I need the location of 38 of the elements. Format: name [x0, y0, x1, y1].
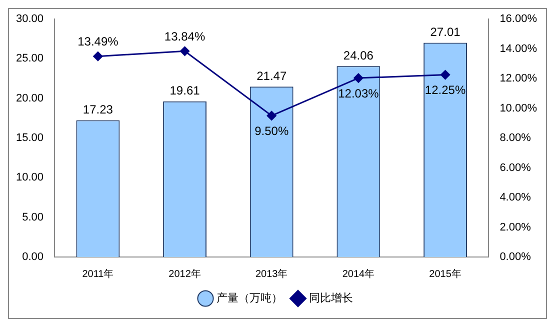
- x-tick-label: 2012年: [168, 268, 201, 280]
- data-label: 17.23: [82, 102, 114, 117]
- y-tick-label: 0.00: [22, 251, 44, 264]
- x-tick-label: 2014年: [342, 268, 375, 280]
- y-tick-label: 10.00: [16, 172, 44, 184]
- y-tick-label: 20.00: [16, 92, 44, 104]
- data-label: 19.61: [170, 84, 200, 98]
- y2-tick-label: 16.00%: [500, 13, 538, 26]
- y-tick-label: 30.00: [16, 13, 44, 26]
- x-tick-label: 2015年: [429, 268, 462, 280]
- data-label: 13.49%: [78, 34, 119, 49]
- legend-label: 同比增长: [309, 292, 353, 305]
- data-label: 27.01: [430, 25, 461, 40]
- y2-tick-label: 12.00%: [500, 72, 538, 85]
- y-tick-label: 25.00: [16, 52, 44, 65]
- data-label: 13.84%: [164, 29, 206, 44]
- y2-tick-label: 0.00%: [500, 251, 532, 264]
- point: [440, 70, 450, 80]
- point: [180, 46, 190, 56]
- y-tick-label: 15.00: [16, 132, 44, 144]
- y2-tick-label: 4.00%: [500, 192, 532, 204]
- data-label: 12.25%: [424, 83, 466, 98]
- point: [93, 52, 103, 62]
- y2-tick-label: 10.00%: [500, 102, 538, 114]
- y2-tick-label: 14.00%: [500, 42, 538, 55]
- x-tick-label: 2011年: [82, 268, 114, 280]
- point: [266, 110, 276, 120]
- data-label: 12.03%: [338, 86, 380, 100]
- legend-label: 产量（万吨）: [216, 292, 282, 305]
- data-label: 24.06: [343, 48, 374, 62]
- x-tick-label: 2013年: [255, 268, 288, 280]
- point: [354, 73, 364, 83]
- y2-tick-label: 8.00%: [500, 132, 532, 144]
- y2-tick-label: 6.00%: [500, 162, 532, 174]
- data-label: 21.47: [256, 68, 287, 83]
- data-label: 9.50%: [254, 124, 289, 138]
- y2-tick-label: 2.00%: [500, 221, 532, 234]
- y-tick-label: 5.00: [22, 211, 44, 224]
